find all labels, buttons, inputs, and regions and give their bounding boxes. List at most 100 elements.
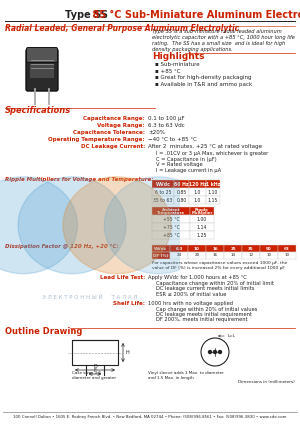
Text: 1.0: 1.0	[194, 190, 201, 195]
Text: 0.85: 0.85	[176, 190, 187, 195]
Text: +55 °C: +55 °C	[163, 216, 179, 221]
Bar	[206, 188, 220, 196]
Bar	[152, 245, 170, 252]
Text: 10: 10	[284, 253, 290, 258]
Bar	[30, 64, 54, 78]
Text: +85 °C: +85 °C	[163, 232, 179, 238]
Circle shape	[208, 351, 211, 354]
Bar	[152, 207, 190, 215]
Text: Type SS is a sub-miniature radial leaded aluminum: Type SS is a sub-miniature radial leaded…	[152, 29, 282, 34]
Text: 6 to 25: 6 to 25	[155, 190, 171, 195]
Bar	[152, 252, 170, 259]
Text: 24: 24	[176, 253, 181, 258]
Text: V = Rated voltage: V = Rated voltage	[156, 162, 202, 167]
Text: 12: 12	[248, 253, 253, 258]
Text: Dissipation Factor @ 120 Hz, +20 °C:: Dissipation Factor @ 120 Hz, +20 °C:	[5, 244, 119, 249]
Circle shape	[0, 177, 77, 274]
Text: Voltage Range:: Voltage Range:	[98, 123, 145, 128]
Bar	[190, 207, 214, 215]
Text: ▪ Great for high-density packaging: ▪ Great for high-density packaging	[155, 75, 251, 80]
Text: 50: 50	[266, 246, 272, 250]
Text: 14: 14	[230, 253, 236, 258]
Text: 35: 35	[248, 246, 254, 250]
Text: I = .01CV or 3 μA Max, whichever is greater: I = .01CV or 3 μA Max, whichever is grea…	[156, 151, 268, 156]
Text: Vinyl sleeve adds 1 Max. to diameter: Vinyl sleeve adds 1 Max. to diameter	[148, 371, 224, 375]
Text: ESR ≤ 200% of initial value: ESR ≤ 200% of initial value	[156, 292, 226, 297]
Text: 1.14: 1.14	[197, 224, 207, 230]
Text: 20: 20	[194, 253, 200, 258]
Bar	[190, 215, 214, 223]
Bar	[188, 245, 206, 252]
Bar	[170, 245, 188, 252]
Text: Ripple: Ripple	[195, 207, 209, 212]
Circle shape	[104, 177, 212, 274]
Bar	[278, 245, 296, 252]
Text: After 2  minutes, +25 °C at rated voltage: After 2 minutes, +25 °C at rated voltage	[148, 144, 262, 149]
Text: 1.10: 1.10	[208, 190, 218, 195]
Bar	[242, 252, 260, 259]
Text: and 1.5 Max. in length: and 1.5 Max. in length	[148, 376, 194, 380]
Text: 1.00: 1.00	[197, 216, 207, 221]
Text: Case sizes 3.5: Case sizes 3.5	[72, 371, 101, 375]
Text: Apply WVdc for 1,000 hours at +85 °C: Apply WVdc for 1,000 hours at +85 °C	[148, 275, 247, 280]
Text: 1.0: 1.0	[194, 198, 201, 202]
Bar	[190, 231, 214, 239]
Text: Type SS: Type SS	[65, 10, 108, 20]
Text: Dimensions in (millimeters): Dimensions in (millimeters)	[238, 380, 295, 384]
Bar	[189, 180, 206, 188]
Circle shape	[214, 351, 217, 354]
Text: 16: 16	[212, 246, 218, 250]
Bar	[224, 252, 242, 259]
Text: DF 200%, meets initial requirement: DF 200%, meets initial requirement	[156, 317, 248, 323]
Text: H: H	[126, 350, 130, 355]
Bar	[152, 196, 174, 204]
Text: Radial Leaded, General Purpose Aluminum Electrolytic: Radial Leaded, General Purpose Aluminum …	[5, 24, 239, 33]
Text: 1 kHz: 1 kHz	[206, 181, 220, 187]
Text: density packaging applications.: density packaging applications.	[152, 47, 233, 52]
Text: WVdc: WVdc	[156, 181, 170, 187]
Text: 1.15: 1.15	[208, 198, 218, 202]
Text: Shelf Life:: Shelf Life:	[113, 301, 145, 306]
Text: DF (%): DF (%)	[153, 253, 169, 258]
Text: Operating Temperature Range:: Operating Temperature Range:	[48, 137, 145, 142]
Bar	[189, 188, 206, 196]
Text: D: D	[93, 364, 97, 369]
Bar	[174, 188, 189, 196]
Text: 63: 63	[284, 246, 290, 250]
Text: 1.25: 1.25	[197, 232, 207, 238]
Text: 16: 16	[212, 253, 217, 258]
Text: Outline Drawing: Outline Drawing	[5, 327, 82, 336]
Bar	[190, 223, 214, 231]
Text: Specifications: Specifications	[5, 106, 71, 115]
Text: 6.3: 6.3	[175, 246, 183, 250]
Text: 25: 25	[230, 246, 236, 250]
Text: 100 Connell Dalton • 1605 E. Rodney French Blvd. • New Bedford, MA 02744 • Phone: 100 Connell Dalton • 1605 E. Rodney Fren…	[13, 415, 287, 419]
Circle shape	[63, 177, 171, 274]
Text: +75 °C: +75 °C	[163, 224, 179, 230]
Text: 60 Hz: 60 Hz	[174, 181, 189, 187]
Bar	[189, 196, 206, 204]
Bar	[206, 180, 220, 188]
Text: 85 °C Sub-Miniature Aluminum Electrolytic Capacitors: 85 °C Sub-Miniature Aluminum Electrolyti…	[89, 10, 300, 20]
Text: Multiplier: Multiplier	[191, 211, 213, 215]
Bar	[174, 180, 189, 188]
Text: electrolytic capacitor with a +85 °C, 1000 hour long life: electrolytic capacitor with a +85 °C, 10…	[152, 35, 295, 40]
Text: 1000 hrs with no voltage applied: 1000 hrs with no voltage applied	[148, 301, 233, 306]
Text: −40 °C to +85 °C: −40 °C to +85 °C	[148, 137, 197, 142]
Text: ▪ Sub-miniature: ▪ Sub-miniature	[155, 62, 200, 67]
Text: Temperature: Temperature	[157, 211, 185, 215]
Text: For capacitors whose capacitance values exceed 1000 μF, the: For capacitors whose capacitance values …	[152, 261, 287, 265]
Text: Capacitance Range:: Capacitance Range:	[83, 116, 145, 121]
Bar	[260, 245, 278, 252]
Text: rating.  The SS has a small size  and is ideal for high: rating. The SS has a small size and is i…	[152, 41, 285, 46]
Text: I = Leakage current in μA: I = Leakage current in μA	[156, 167, 221, 173]
Text: ▪ +85 °C: ▪ +85 °C	[155, 68, 181, 74]
Text: WVdc: WVdc	[154, 246, 168, 250]
FancyBboxPatch shape	[26, 49, 58, 91]
Bar	[170, 252, 188, 259]
Bar	[278, 252, 296, 259]
Bar	[242, 245, 260, 252]
Text: ±20%: ±20%	[148, 130, 165, 135]
FancyBboxPatch shape	[26, 48, 58, 62]
Circle shape	[218, 351, 221, 354]
